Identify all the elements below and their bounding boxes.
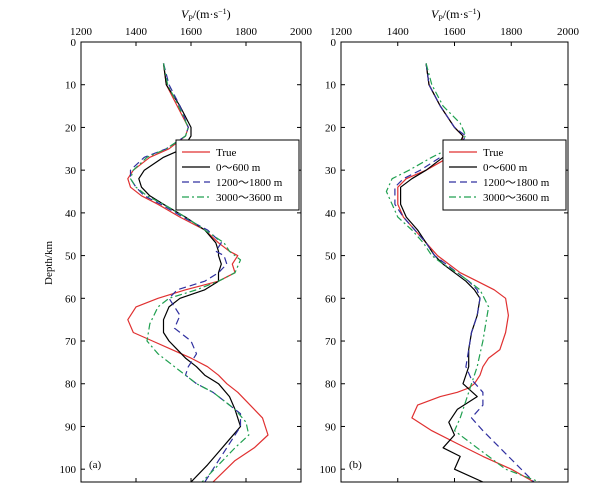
y-tick-label: 100 <box>320 464 337 476</box>
x-tick-label: 1200 <box>70 26 93 38</box>
y-tick-label: 40 <box>65 208 77 220</box>
legend: True 0～600 m 1200～1800 m 3000～3600 m <box>442 139 567 211</box>
velocity-exponent: −1 <box>468 7 477 16</box>
panel-b: 1200 1400 1600 1800 2000 0 10 20 30 40 50 60 70 80 90 1… <box>320 26 580 483</box>
svg-text:VP/(m·s−1): VP/(m·s−1) <box>181 7 231 23</box>
y-tick-label: 40 <box>325 208 337 220</box>
top-label-panel-a: VP/(m·s−1) <box>181 7 231 23</box>
y-tick-label: 90 <box>325 421 337 433</box>
svg-text:VP/(m·s−1): VP/(m·s−1) <box>431 7 481 23</box>
velocity-exponent: −1 <box>218 7 227 16</box>
top-label-panel-b: VP/(m·s−1) <box>431 7 481 23</box>
legend-label: 3000～3600 m <box>483 192 550 204</box>
velocity-close: ) <box>477 7 481 21</box>
series-group <box>385 63 540 482</box>
y-tick-label: 50 <box>325 251 337 263</box>
series-line-3000-3600m <box>129 63 250 482</box>
y-tick-label: 80 <box>65 379 77 391</box>
legend-label: 0～600 m <box>216 162 261 174</box>
y-tick-label: 70 <box>65 336 77 348</box>
y-tick-label: 10 <box>65 80 77 92</box>
panel-label: (a) <box>89 459 102 471</box>
legend-label: 1200～1800 m <box>216 177 283 189</box>
legend-label: 0～600 m <box>483 162 528 174</box>
series-line-1200-1800m <box>394 63 535 482</box>
x-tick-label: 2000 <box>557 26 580 38</box>
x-tick-label: 1400 <box>387 26 410 38</box>
y-axis-label: Depth/km <box>43 241 55 285</box>
panel-label: (b) <box>349 459 362 471</box>
legend-box <box>175 139 300 211</box>
y-tick-label: 10 <box>325 80 337 92</box>
legend-label: True <box>216 147 236 159</box>
panel-a: 1200 1400 1600 1800 2000 0 10 20 30 40 50 60 70 80 90 1… <box>60 26 313 483</box>
x-tick-label: 1800 <box>500 26 523 38</box>
series-line-0-600m <box>138 63 242 482</box>
y-tick-label: 20 <box>65 122 77 134</box>
velocity-unit: /(m·s <box>443 7 469 21</box>
velocity-symbol: V <box>181 7 190 21</box>
y-tick-label: 0 <box>331 37 337 49</box>
y-tick-label: 100 <box>60 464 77 476</box>
series-line-true <box>397 63 535 482</box>
velocity-unit: /(m·s <box>193 7 219 21</box>
legend-label: 1200～1800 m <box>483 177 550 189</box>
x-tick-label: 2000 <box>290 26 313 38</box>
x-tick-label: 1600 <box>180 26 203 38</box>
legend-label: True <box>483 147 503 159</box>
series-line-3000-3600m <box>385 63 540 482</box>
plot-frame <box>340 41 569 483</box>
y-tick-label: 80 <box>325 379 337 391</box>
velocity-symbol: V <box>431 7 440 21</box>
y-tick-label: 90 <box>65 421 77 433</box>
x-tick-label: 1400 <box>125 26 148 38</box>
legend-label: 3000～3600 m <box>216 192 283 204</box>
legend: True 0～600 m 1200～1800 m 3000～3600 m <box>175 139 300 211</box>
series-group <box>127 63 269 482</box>
velocity-subscript: P <box>438 14 443 23</box>
y-tick-label: 20 <box>325 122 337 134</box>
y-tick-label: 30 <box>325 165 337 177</box>
plot-frame <box>80 41 302 483</box>
y-tick-label: 60 <box>325 293 337 305</box>
x-tick-label: 1200 <box>330 26 353 38</box>
y-tick-label: 60 <box>65 293 77 305</box>
x-tick-label: 1600 <box>444 26 467 38</box>
y-tick-label: 50 <box>65 251 77 263</box>
y-tick-label: 70 <box>325 336 337 348</box>
velocity-subscript: P <box>188 14 193 23</box>
series-line-1200-1800m <box>129 63 242 482</box>
velocity-close: ) <box>227 7 231 21</box>
y-tick-label: 30 <box>65 165 77 177</box>
y-tick-label: 0 <box>71 37 77 49</box>
series-line-true <box>127 63 269 482</box>
x-tick-label: 1800 <box>235 26 258 38</box>
